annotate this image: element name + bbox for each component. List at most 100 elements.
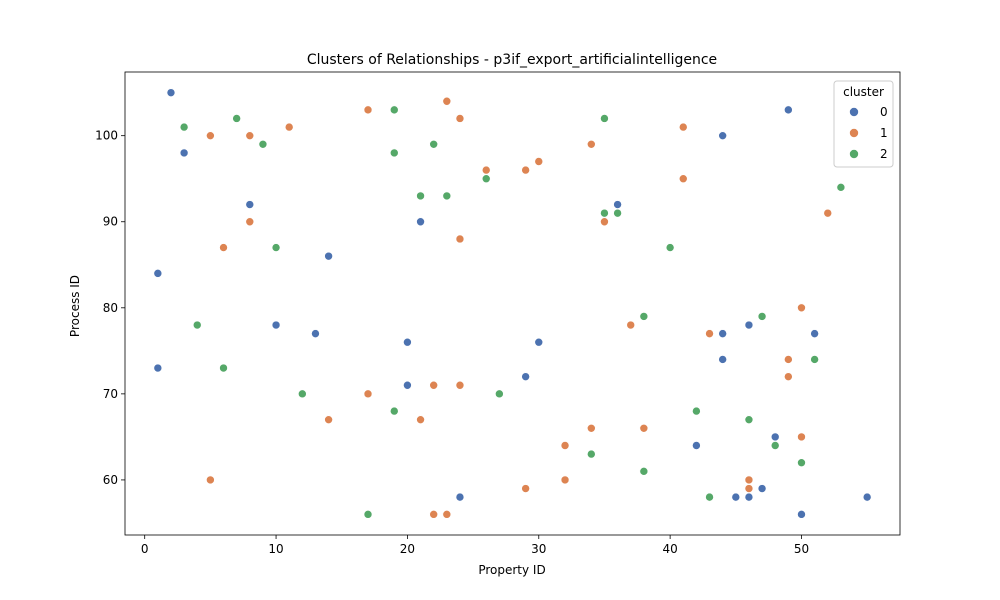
legend-box — [833, 80, 894, 168]
data-point-cluster-0 — [416, 217, 425, 227]
data-point-cluster-0 — [718, 329, 727, 338]
data-point-cluster-0 — [862, 492, 872, 502]
data-point-cluster-2 — [587, 449, 596, 459]
data-point-cluster-2 — [665, 243, 675, 252]
data-point-cluster-0 — [613, 200, 622, 209]
data-point-cluster-2 — [705, 492, 714, 502]
data-point-cluster-1 — [521, 484, 530, 493]
data-point-cluster-2 — [836, 183, 846, 192]
data-point-cluster-2 — [258, 139, 268, 149]
data-point-cluster-1 — [678, 174, 688, 184]
data-point-cluster-1 — [416, 415, 425, 424]
data-point-cluster-0 — [455, 492, 465, 502]
data-point-cluster-0 — [718, 131, 727, 140]
data-point-cluster-2 — [600, 208, 609, 218]
data-point-cluster-2 — [271, 243, 281, 252]
data-point-cluster-2 — [232, 114, 241, 123]
data-point-cluster-0 — [179, 148, 189, 158]
data-point-cluster-0 — [757, 484, 767, 493]
data-point-cluster-2 — [416, 191, 425, 201]
y-tick-label: 60 — [103, 473, 118, 487]
data-point-cluster-1 — [206, 131, 215, 140]
data-point-cluster-1 — [560, 441, 570, 450]
data-point-cluster-1 — [784, 372, 793, 381]
y-axis-label: Process ID — [68, 275, 82, 337]
data-point-cluster-0 — [770, 432, 780, 442]
legend-marker-cluster-0 — [849, 107, 859, 117]
legend-label-cluster-1: 1 — [880, 126, 888, 140]
data-point-cluster-0 — [521, 372, 530, 381]
data-point-cluster-1 — [678, 122, 688, 132]
data-point-cluster-0 — [692, 441, 701, 450]
data-point-cluster-1 — [481, 165, 491, 175]
data-point-cluster-1 — [442, 96, 452, 106]
data-point-cluster-1 — [442, 510, 452, 519]
data-point-cluster-2 — [429, 139, 438, 149]
y-tick-label: 70 — [103, 387, 118, 401]
y-tick-label: 90 — [103, 215, 118, 229]
data-point-cluster-0 — [153, 269, 163, 278]
data-point-cluster-2 — [219, 363, 228, 373]
data-point-cluster-2 — [757, 312, 767, 321]
data-point-cluster-1 — [363, 105, 373, 115]
data-point-cluster-1 — [455, 380, 465, 390]
data-point-cluster-1 — [797, 432, 806, 442]
data-point-cluster-1 — [587, 423, 596, 433]
data-point-cluster-0 — [271, 320, 281, 330]
data-point-cluster-2 — [389, 105, 399, 115]
data-point-cluster-0 — [810, 329, 819, 338]
data-point-cluster-0 — [403, 337, 412, 347]
x-axis-label: Property ID — [478, 563, 545, 577]
legend-title: cluster — [843, 85, 884, 99]
plot-frame — [124, 71, 901, 536]
data-point-cluster-0 — [744, 492, 754, 502]
data-point-cluster-2 — [192, 320, 202, 330]
data-point-cluster-2 — [442, 191, 452, 201]
x-tick-label: 40 — [662, 542, 677, 556]
data-point-cluster-1 — [784, 355, 793, 364]
data-point-cluster-0 — [718, 355, 727, 364]
data-point-cluster-1 — [705, 329, 714, 338]
data-point-cluster-1 — [744, 475, 754, 485]
data-point-cluster-1 — [455, 234, 465, 244]
data-point-cluster-1 — [245, 131, 255, 140]
x-tick-label: 10 — [268, 542, 283, 556]
data-point-cluster-0 — [797, 510, 806, 519]
x-tick-label: 20 — [400, 542, 415, 556]
data-point-cluster-0 — [534, 337, 544, 347]
data-point-cluster-1 — [219, 243, 228, 252]
x-tick-label: 0 — [141, 542, 149, 556]
data-point-cluster-2 — [639, 467, 649, 476]
legend-marker-cluster-1 — [849, 128, 859, 138]
legend: cluster 0 1 2 — [833, 80, 894, 168]
data-point-cluster-2 — [613, 208, 622, 218]
data-point-cluster-2 — [810, 355, 819, 364]
data-point-cluster-1 — [534, 157, 544, 166]
data-point-cluster-2 — [797, 458, 806, 468]
legend-label-cluster-2: 2 — [880, 147, 888, 161]
x-tick-label: 50 — [794, 542, 809, 556]
data-point-cluster-1 — [600, 217, 609, 227]
data-point-cluster-1 — [744, 484, 754, 493]
chart-title: Clusters of Relationships - p3if_export_… — [307, 52, 717, 68]
data-point-cluster-2 — [692, 406, 701, 416]
y-tick-label: 80 — [103, 301, 118, 315]
data-point-cluster-2 — [298, 389, 307, 399]
data-point-cluster-1 — [521, 165, 530, 175]
data-point-cluster-2 — [179, 122, 189, 132]
legend-label-cluster-0: 0 — [880, 105, 888, 119]
data-point-cluster-2 — [639, 312, 649, 321]
data-point-cluster-0 — [311, 329, 320, 338]
data-point-cluster-0 — [245, 200, 255, 209]
data-point-cluster-1 — [429, 380, 438, 390]
data-point-cluster-1 — [324, 415, 333, 424]
data-point-cluster-1 — [455, 114, 465, 123]
data-point-cluster-2 — [495, 389, 504, 399]
data-point-cluster-1 — [823, 208, 833, 218]
data-point-cluster-1 — [363, 389, 373, 399]
data-point-cluster-1 — [639, 423, 649, 433]
data-point-cluster-2 — [481, 174, 491, 184]
data-point-cluster-0 — [784, 105, 793, 115]
